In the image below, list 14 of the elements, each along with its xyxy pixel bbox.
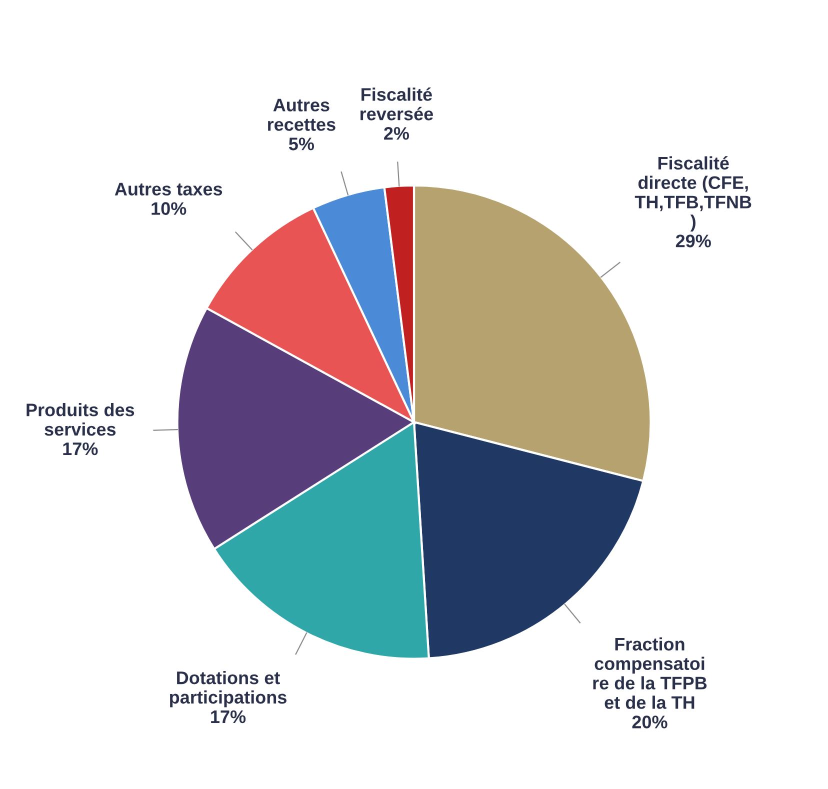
- data-label: 17%: [211, 710, 246, 724]
- slice-label: Autres taxes: [114, 182, 222, 196]
- slice-label: Dotations et participations: [170, 670, 286, 708]
- slice-label: Produits des services: [26, 403, 134, 436]
- slice-label: Fiscalité directe (CFE, TH,TFB,TFNB ): [634, 156, 752, 232]
- data-label: 2%: [384, 127, 410, 140]
- data-label: 17%: [63, 442, 98, 456]
- slice-label: Fraction compensatoi re de la TFPB et de la TH: [593, 637, 707, 709]
- data-label: 5%: [288, 138, 314, 150]
- slice-label: Autres recettes: [268, 98, 336, 131]
- data-label: 29%: [676, 234, 711, 248]
- data-label: 20%: [632, 716, 668, 728]
- data-label: 10%: [152, 202, 186, 215]
- slice-label: Fiscalité reversée: [360, 87, 433, 120]
